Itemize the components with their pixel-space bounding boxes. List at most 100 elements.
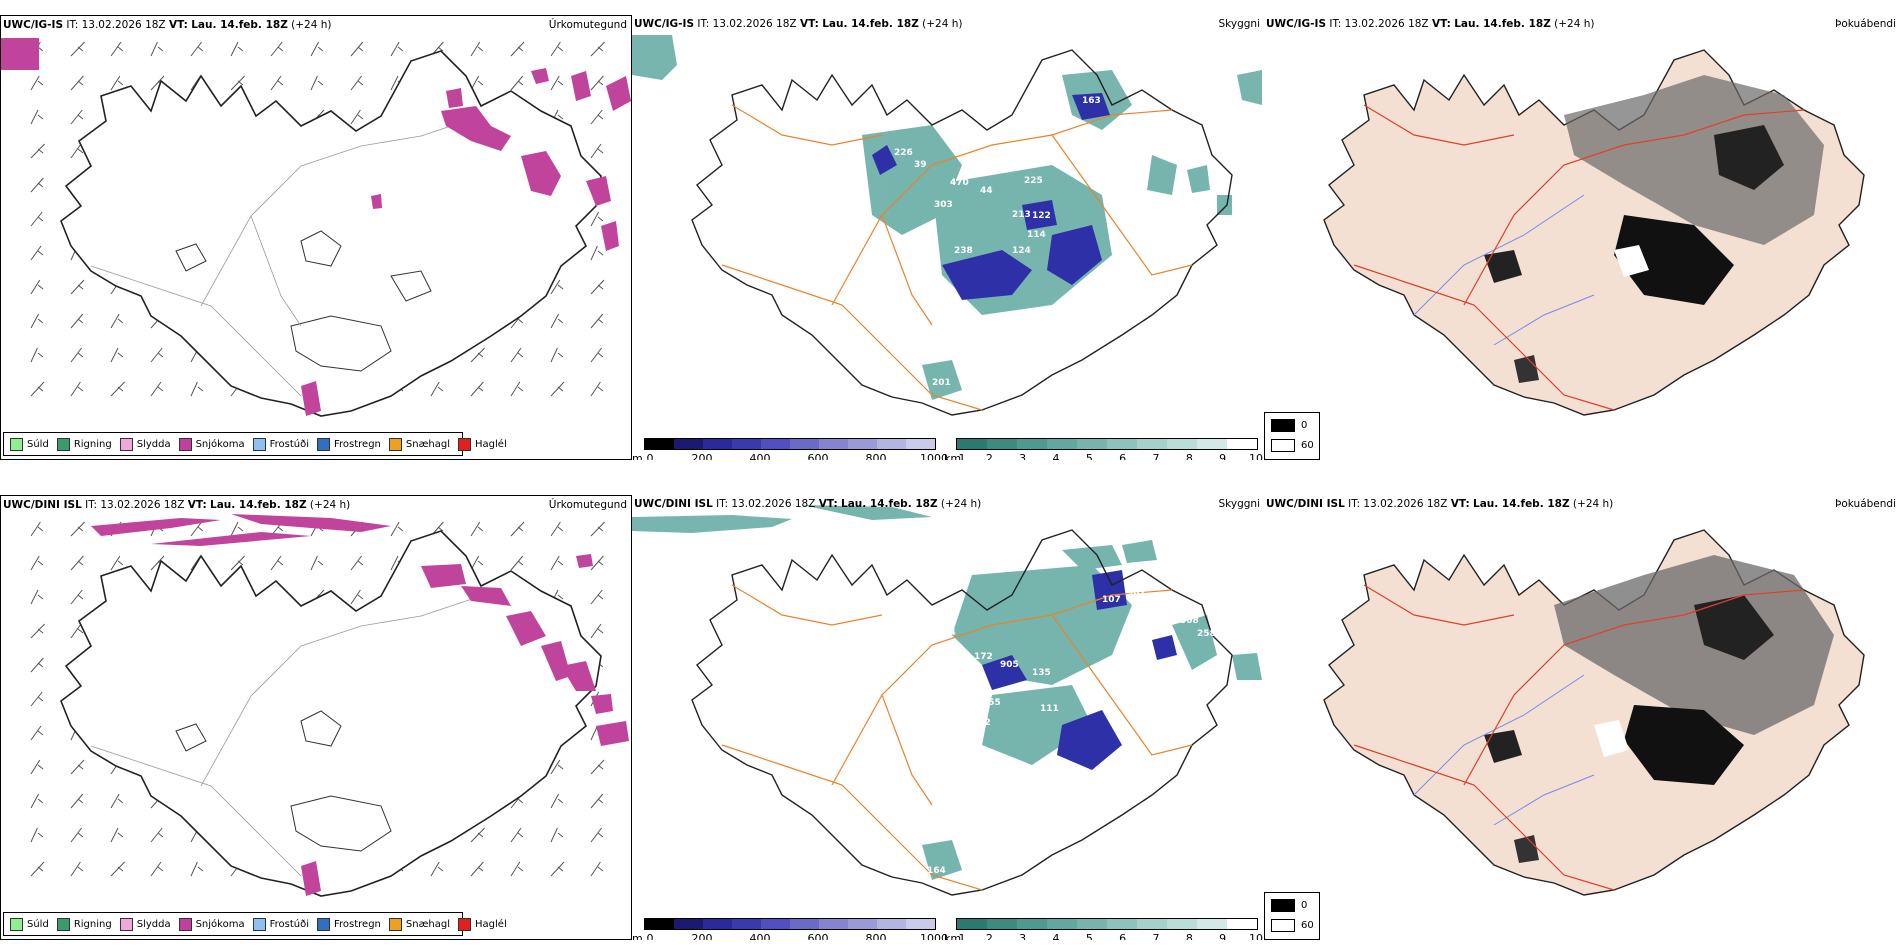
colorbar-segment: [790, 919, 819, 929]
precip-type-panel-1: UWC/IG-IS IT: 13.02.2026 18Z VT: Lau. 14…: [0, 15, 632, 460]
legend-label: Frostúði: [269, 438, 309, 450]
cloud-base-label: 258: [1197, 629, 1216, 639]
wind-barb: [70, 555, 84, 571]
wind-barb: [30, 313, 44, 329]
wind-barb: [70, 793, 84, 809]
colorbar-segment: [906, 439, 935, 449]
wind-barb: [470, 827, 485, 843]
legend-swatch: [119, 917, 133, 931]
wind-barb: [30, 861, 45, 877]
legend-label: Slydda: [136, 438, 171, 450]
wind-barb: [550, 861, 565, 877]
colorbar-tick: 2: [985, 452, 993, 460]
wind-barb: [550, 827, 564, 843]
wind-barb: [30, 279, 44, 295]
colorbar-strip: [956, 438, 1258, 450]
legend-swatch: [56, 437, 70, 451]
wind-barb: [350, 555, 364, 571]
wind-barb: [470, 381, 484, 397]
precip-legend-item: Frostregn: [317, 437, 381, 451]
legend-swatch: [178, 437, 192, 451]
snow-areas-1: [1, 38, 631, 416]
colorbar-segment: [848, 919, 877, 929]
wind-barb: [30, 143, 45, 159]
wind-barb: [270, 555, 284, 571]
legend-label: Snjókoma: [195, 438, 245, 450]
colorbar-segment: [1167, 919, 1197, 929]
wind-barb: [30, 245, 44, 261]
wind-barb: [350, 41, 364, 57]
wind-barb: [190, 861, 204, 877]
legend-swatch: [56, 917, 70, 931]
colorbar-segment: [848, 439, 877, 449]
precip-legend-item: Slydda: [119, 437, 171, 451]
wind-barb: [190, 381, 204, 397]
fog-map-2: [1323, 529, 1865, 896]
legend-label: Súld: [27, 918, 49, 930]
wind-barb: [590, 793, 604, 809]
cloud-base-label: 254: [937, 628, 956, 638]
wind-barb: [350, 109, 364, 125]
colorbar-tick: 600: [807, 452, 829, 460]
wind-barb: [550, 313, 564, 329]
wind-barb: [510, 75, 524, 91]
wind-barb: [590, 555, 604, 571]
wind-barb: [590, 211, 604, 227]
roads-orange-1: [721, 104, 1193, 411]
wind-barb: [70, 41, 85, 57]
colorbar-tick: 1000: [920, 932, 948, 940]
wind-barb: [510, 555, 524, 571]
legend-label: Frostregn: [334, 918, 381, 930]
wind-barb: [30, 347, 44, 363]
legend-label: Frostregn: [334, 438, 381, 450]
legend-label: Frostúði: [269, 918, 309, 930]
wind-barb: [350, 589, 364, 605]
colorbar-tick: 3: [1019, 932, 1027, 940]
colorbar-tick: 400: [749, 932, 771, 940]
wind-barb: [70, 381, 84, 397]
precip-legend-item: Súld: [10, 437, 49, 451]
wind-barb: [30, 691, 44, 707]
cloud-base-label: 172: [974, 652, 993, 662]
cloud-base-label: 238: [954, 246, 973, 256]
colorbar-segment: [674, 919, 703, 929]
precip-legend-2: Súld Rigning Slydda Snjókoma Frostúði Frostre…: [3, 912, 507, 936]
wind-barb: [550, 279, 564, 295]
precip-type-map-1: [1, 38, 631, 417]
colorbar-segment: [1107, 919, 1137, 929]
colorbar-segment: [1047, 439, 1077, 449]
wind-barb: [70, 589, 84, 605]
precip-legend-item: Snæhagl: [388, 437, 451, 451]
wind-barb: [350, 75, 364, 91]
precip-type-label-2: Úrkomutegund: [548, 499, 627, 511]
legend-label: Snæhagl: [405, 438, 451, 450]
precip-legend-1: Súld Rigning Slydda Snjókoma Frostúði Frostre…: [3, 432, 507, 456]
colorbar-tick: 1000: [920, 452, 948, 460]
colorbar-tick: 0: [646, 452, 654, 460]
colorbar-tick: 200: [691, 452, 713, 460]
colorbar-segment: [1227, 439, 1257, 449]
wind-barb: [30, 589, 44, 605]
precip-legend-item: Snæhagl: [388, 917, 450, 931]
colorbar-tick: 7: [1152, 932, 1160, 940]
wind-barb: [590, 623, 604, 639]
wind-barb: [30, 793, 44, 809]
visibility-colorbar-1: km 1 2 3 4 5 6 7 8 9 10: [944, 438, 1263, 460]
cloud-base-label: 39: [914, 160, 927, 170]
cloud-panel-1: 26 226 39 470 303 44 213 122 114 124 238 225 163 81 20…: [632, 15, 1264, 460]
legend-label: Súld: [27, 438, 49, 450]
colorbar-segment: [674, 439, 703, 449]
colorbar-segment: [761, 919, 790, 929]
wind-barb: [510, 41, 525, 57]
wind-barb: [510, 381, 524, 397]
colorbar-tick: 5: [1085, 932, 1093, 940]
cloud-base-label: 81: [1140, 126, 1153, 136]
wind-barb: [30, 521, 44, 537]
wind-barb: [70, 279, 85, 295]
colorbar-unit: km: [944, 452, 962, 460]
precip-legend-item: Haglél: [458, 917, 507, 931]
wind-barb: [270, 41, 284, 57]
legend-swatch: [317, 917, 330, 931]
wind-barb: [430, 381, 444, 397]
legend-swatch: [458, 917, 472, 931]
